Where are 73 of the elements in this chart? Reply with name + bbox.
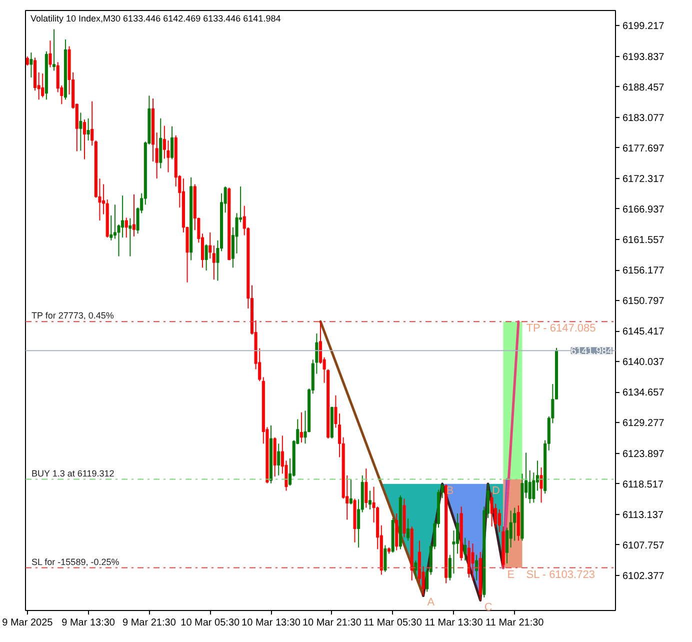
annotation: A	[427, 596, 436, 609]
candlestick	[368, 490, 372, 510]
candlestick	[113, 204, 116, 240]
candlestick	[128, 218, 132, 257]
y-tick-label: 6188.457	[622, 82, 665, 94]
ref-line-label: SL for -15589, -0.25%	[32, 556, 120, 567]
candlestick	[170, 126, 174, 160]
candlestick	[490, 492, 494, 527]
y-tick-label: 6145.417	[622, 326, 665, 338]
candlestick	[30, 52, 33, 78]
candlestick	[90, 100, 94, 146]
x-tick-label: 11 Mar 05:30	[364, 618, 422, 628]
annotation: E	[507, 568, 515, 581]
chart-title: Volatility 10 Index,M30 6133.446 6142.469 6133.446 6141.984	[30, 14, 281, 24]
y-tick-label: 6134.657	[622, 388, 665, 399]
y-tick-label: 6140.037	[622, 357, 665, 368]
candlestick	[516, 504, 520, 542]
ref-line-label: BUY 1.3 at 6119.312	[32, 468, 114, 478]
y-tick-label: 6118.517	[622, 479, 664, 490]
candlestick	[349, 478, 352, 505]
x-tick-label: 10 Mar 13:30	[242, 618, 301, 628]
y-tick-label: 6123.897	[622, 448, 665, 460]
candlestick	[204, 244, 208, 271]
candlestick	[464, 537, 467, 562]
y-tick-label: 6199.217	[622, 21, 665, 32]
candlestick	[132, 194, 136, 237]
candlestick	[86, 118, 90, 141]
candlestick	[414, 560, 418, 580]
candlestick	[124, 217, 128, 238]
y-tick-label: 6113.137	[622, 510, 664, 521]
candlestick	[110, 214, 113, 241]
candlestick	[528, 470, 532, 504]
candlestick	[48, 40, 52, 68]
annotation: TP - 6147.085	[526, 322, 596, 335]
candlestick	[475, 554, 478, 581]
candlestick	[208, 232, 212, 260]
x-tick-label: 9 Mar 2025	[2, 618, 54, 628]
candlestick	[364, 468, 368, 508]
y-tick-label: 6172.317	[622, 174, 665, 185]
y-tick-label: 6150.797	[622, 296, 665, 308]
candlestick	[52, 28, 56, 72]
y-tick-label: 6161.557	[622, 235, 665, 246]
x-tick-label: 10 Mar 21:30	[302, 618, 362, 628]
x-tick-label: 11 Mar 13:30	[424, 618, 484, 628]
x-tick-label: 9 Mar 13:30	[62, 618, 116, 628]
x-tick-label: 9 Mar 21:30	[122, 618, 176, 628]
y-tick-label: 6129.277	[622, 418, 665, 430]
ref-line-label: TP for 27773, 0.45%	[32, 310, 114, 321]
candlestick	[82, 118, 86, 160]
candlestick	[532, 472, 536, 504]
y-tick-label: 6107.757	[622, 540, 665, 552]
candlestick	[26, 56, 29, 66]
candlestick	[406, 518, 410, 542]
candlestick	[212, 245, 216, 280]
candlestick	[471, 543, 474, 581]
y-tick-label: 6166.937	[622, 204, 665, 216]
annotation: SL - 6103.723	[526, 568, 595, 581]
x-tick-label: 10 Mar 05:30	[180, 618, 240, 628]
x-tick-label: 11 Mar 21:30	[486, 618, 544, 628]
candlestick	[540, 466, 543, 504]
candlestick	[384, 544, 387, 572]
candlestick	[300, 412, 303, 443]
candlestick	[155, 132, 158, 180]
candlestick	[456, 512, 460, 554]
y-tick-label: 6177.697	[622, 143, 665, 154]
y-tick-label: 6156.177	[622, 266, 665, 277]
candlestick	[79, 112, 82, 152]
annotation: D	[492, 484, 500, 497]
candlestick	[277, 443, 280, 476]
y-tick-label: 6183.077	[622, 112, 665, 124]
candlestick	[41, 73, 44, 98]
y-tick-label: 6102.377	[622, 570, 665, 582]
y-tick-label: 6193.837	[622, 52, 665, 63]
